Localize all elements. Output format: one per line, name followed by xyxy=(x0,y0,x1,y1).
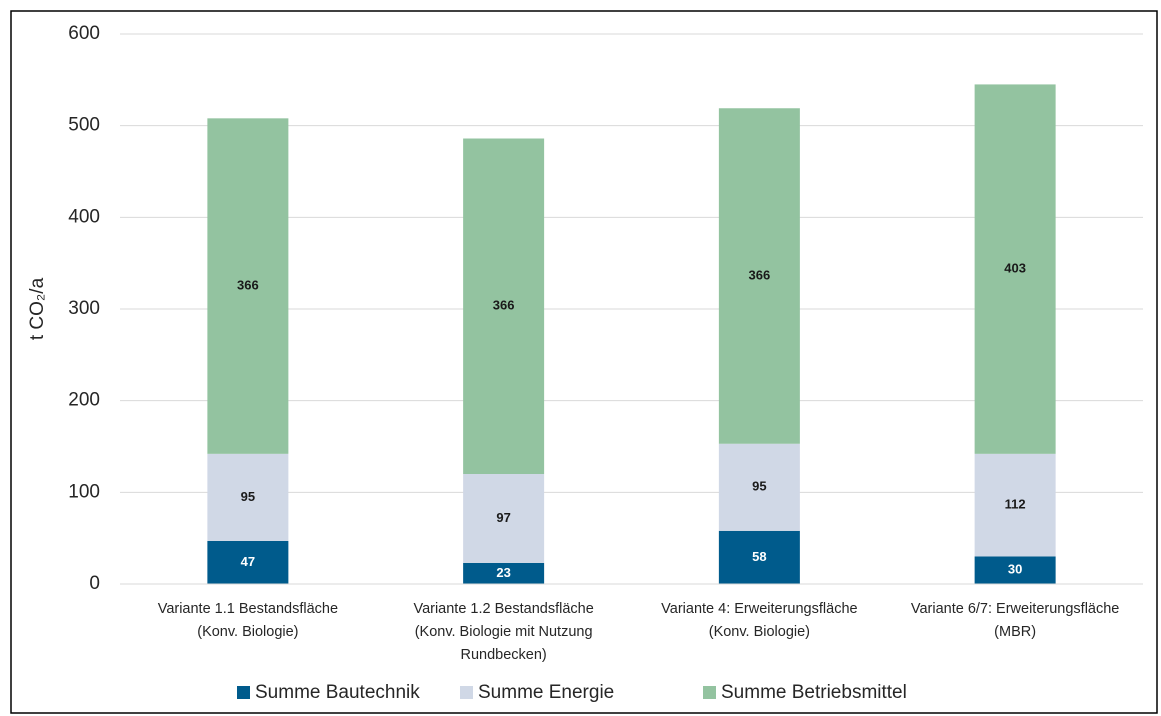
bar-segment xyxy=(463,562,545,584)
y-tick-label: 400 xyxy=(68,206,100,227)
x-tick-label: (MBR) xyxy=(994,624,1036,640)
legend-swatch xyxy=(460,686,473,699)
y-tick-label: 500 xyxy=(68,115,100,136)
bar-segment xyxy=(974,84,1056,454)
x-tick-label: Variante 6/7: Erweiterungsfläche xyxy=(911,601,1120,617)
legend-label: Summe Betriebsmittel xyxy=(721,682,907,703)
data-label: 95 xyxy=(752,479,766,494)
legend-label: Summe Energie xyxy=(478,682,614,703)
legend-swatch xyxy=(703,686,716,699)
y-tick-label: 300 xyxy=(68,298,100,319)
bar-segment xyxy=(974,453,1056,557)
x-tick-label: Rundbecken) xyxy=(461,647,547,663)
x-tick-label: (Konv. Biologie) xyxy=(709,624,810,640)
bar-segment xyxy=(463,138,545,474)
data-label: 366 xyxy=(493,298,515,313)
legend-label: Summe Bautechnik xyxy=(255,682,420,703)
x-tick-label: (Konv. Biologie) xyxy=(197,624,298,640)
bar-segment xyxy=(718,530,800,584)
y-tick-label: 0 xyxy=(89,573,100,594)
x-tick-label: (Konv. Biologie mit Nutzung xyxy=(415,624,593,640)
data-label: 112 xyxy=(1005,497,1026,512)
x-tick-label: Variante 4: Erweiterungsfläche xyxy=(661,601,857,617)
bar-segment xyxy=(207,540,289,584)
data-label: 47 xyxy=(241,554,255,569)
data-label: 23 xyxy=(496,565,510,580)
data-label: 58 xyxy=(752,549,766,564)
data-label: 366 xyxy=(237,278,259,293)
legend-swatch xyxy=(237,686,250,699)
bar-segment xyxy=(463,474,545,563)
y-tick-label: 100 xyxy=(68,481,100,502)
bar-segment xyxy=(718,108,800,444)
y-tick-label: 200 xyxy=(68,390,100,411)
y-axis-label: t CO₂/a xyxy=(27,277,48,340)
chart-frame xyxy=(10,10,1158,714)
data-label: 30 xyxy=(1008,562,1022,577)
bar-segment xyxy=(718,443,800,531)
bar-segment xyxy=(207,118,289,454)
data-label: 366 xyxy=(749,267,771,282)
data-label: 95 xyxy=(241,489,255,504)
x-tick-label: Variante 1.2 Bestandsfläche xyxy=(413,601,593,617)
bar-segment xyxy=(974,556,1056,584)
bar-segment xyxy=(207,453,289,541)
x-tick-label: Variante 1.1 Bestandsfläche xyxy=(158,601,338,617)
data-label: 403 xyxy=(1004,261,1026,276)
data-label: 97 xyxy=(496,510,510,525)
y-tick-label: 600 xyxy=(68,23,100,44)
